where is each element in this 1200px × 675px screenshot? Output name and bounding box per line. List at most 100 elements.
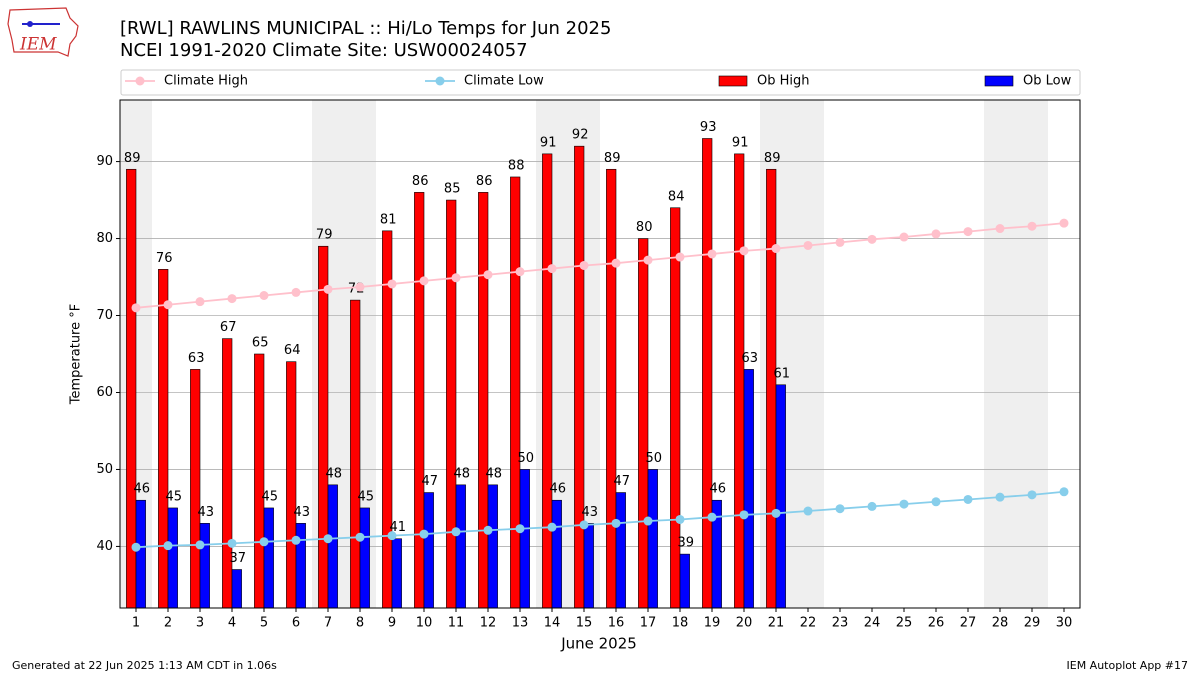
- footer-left: Generated at 22 Jun 2025 1:13 AM CDT in …: [12, 659, 277, 672]
- bar: [606, 168, 617, 609]
- bar: [542, 153, 553, 609]
- marker: [579, 260, 589, 270]
- bar: [551, 499, 562, 609]
- bar: [766, 168, 777, 609]
- data-label: 91: [732, 135, 749, 150]
- x-tick-label: 1: [132, 616, 140, 631]
- bar: [478, 192, 489, 609]
- bar: [199, 523, 210, 609]
- x-tick-label: 7: [324, 616, 332, 631]
- data-label: 43: [582, 505, 599, 520]
- marker: [323, 534, 333, 544]
- plot-frame: [119, 99, 1081, 609]
- bar: [254, 353, 265, 609]
- legend-swatch: [984, 75, 1014, 87]
- marker: [515, 267, 525, 277]
- bar: [414, 192, 425, 609]
- marker: [451, 273, 461, 283]
- x-tick-label: 28: [992, 616, 1009, 631]
- marker: [643, 516, 653, 526]
- bar: [327, 484, 338, 609]
- y-tick-label: 70: [96, 308, 113, 323]
- marker: [707, 512, 717, 522]
- data-label: 76: [156, 251, 173, 266]
- x-tick-label: 27: [960, 616, 977, 631]
- marker: [547, 522, 557, 532]
- marker: [931, 497, 941, 507]
- data-label: 89: [124, 151, 141, 166]
- x-tick-label: 8: [356, 616, 364, 631]
- data-label: 81: [380, 212, 397, 227]
- bar: [391, 538, 402, 609]
- data-label: 89: [604, 151, 621, 166]
- y-tick-label: 60: [96, 385, 113, 400]
- logo-text: IEM: [19, 35, 57, 55]
- legend-label: Ob Low: [1023, 74, 1072, 89]
- chart-title: [RWL] RAWLINS MUNICIPAL :: Hi/Lo Temps f…: [120, 18, 611, 39]
- bar: [222, 338, 233, 609]
- data-label: 92: [572, 128, 589, 143]
- line: [135, 222, 1065, 309]
- data-label: 63: [742, 351, 759, 366]
- marker: [387, 279, 397, 289]
- data-label: 88: [508, 158, 525, 173]
- legend-marker: [435, 76, 445, 86]
- marker: [995, 224, 1005, 234]
- marker: [739, 510, 749, 520]
- marker: [1059, 487, 1069, 497]
- data-label: 47: [614, 474, 631, 489]
- marker: [643, 255, 653, 265]
- legend-label: Climate Low: [464, 74, 544, 89]
- data-label: 45: [166, 489, 183, 504]
- x-tick-label: 5: [260, 616, 268, 631]
- data-label: 80: [636, 220, 653, 235]
- bar: [615, 492, 626, 609]
- bar: [446, 199, 457, 609]
- marker: [739, 246, 749, 256]
- bar: [775, 384, 786, 609]
- marker: [323, 284, 333, 294]
- marker: [611, 258, 621, 268]
- x-tick-label: 6: [292, 616, 300, 631]
- marker: [1027, 221, 1037, 231]
- logo-dot: [27, 21, 33, 27]
- weekend-shade: [984, 100, 1048, 608]
- marker: [259, 291, 269, 301]
- data-label: 85: [444, 182, 461, 197]
- bar: [286, 361, 297, 609]
- marker: [611, 518, 621, 528]
- marker: [547, 264, 557, 274]
- chart-subtitle: NCEI 1991-2020 Climate Site: USW00024057: [120, 40, 528, 61]
- marker: [803, 506, 813, 516]
- marker: [419, 276, 429, 286]
- bar: [679, 553, 690, 609]
- data-label: 86: [476, 174, 493, 189]
- bar: [263, 507, 274, 609]
- marker: [707, 249, 717, 259]
- marker: [963, 227, 973, 237]
- marker: [899, 499, 909, 509]
- data-label: 50: [646, 451, 663, 466]
- legend-swatch: [718, 75, 748, 87]
- y-tick-label: 80: [96, 231, 113, 246]
- x-tick-label: 23: [832, 616, 849, 631]
- marker: [835, 504, 845, 514]
- x-tick-label: 25: [896, 616, 913, 631]
- marker: [483, 270, 493, 280]
- marker: [259, 537, 269, 547]
- legend-marker: [135, 76, 145, 86]
- y-axis-label: Temperature °F: [69, 304, 84, 405]
- data-label: 48: [326, 466, 343, 481]
- data-label: 37: [230, 551, 247, 566]
- marker: [675, 514, 685, 524]
- marker: [195, 297, 205, 307]
- marker: [163, 541, 173, 551]
- bar: [487, 484, 498, 609]
- x-tick-label: 10: [416, 616, 433, 631]
- bar: [647, 469, 658, 609]
- bar: [359, 507, 370, 609]
- bar: [519, 469, 530, 609]
- data-label: 39: [678, 536, 695, 551]
- bar: [510, 176, 521, 609]
- y-tick-label: 90: [96, 154, 113, 169]
